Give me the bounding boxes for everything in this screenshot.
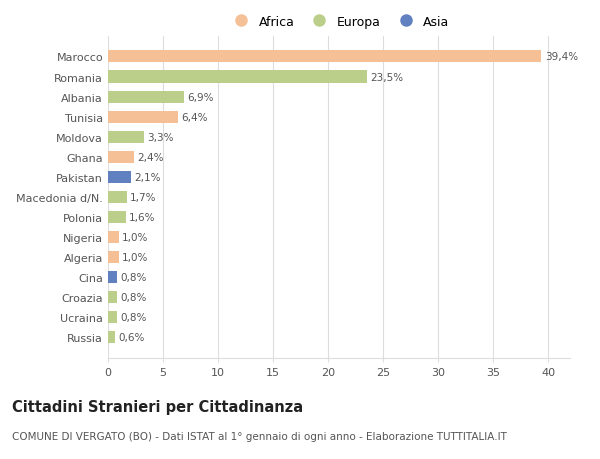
Text: 1,6%: 1,6% <box>129 213 155 222</box>
Text: 6,4%: 6,4% <box>182 112 208 123</box>
Bar <box>108 51 541 63</box>
Text: 0,8%: 0,8% <box>120 272 146 282</box>
Bar <box>108 91 184 103</box>
Text: 0,6%: 0,6% <box>118 332 144 342</box>
Bar <box>108 171 131 183</box>
Bar <box>108 131 145 143</box>
Text: 0,8%: 0,8% <box>120 313 146 322</box>
Text: 2,1%: 2,1% <box>134 173 161 182</box>
Text: 6,9%: 6,9% <box>187 92 214 102</box>
Legend: Africa, Europa, Asia: Africa, Europa, Asia <box>223 11 455 34</box>
Bar <box>108 191 127 203</box>
Bar <box>108 231 119 243</box>
Text: 23,5%: 23,5% <box>370 73 403 82</box>
Bar <box>108 112 178 123</box>
Text: 0,8%: 0,8% <box>120 292 146 302</box>
Bar <box>108 151 134 163</box>
Bar <box>108 271 117 283</box>
Text: 3,3%: 3,3% <box>148 132 174 142</box>
Text: Cittadini Stranieri per Cittadinanza: Cittadini Stranieri per Cittadinanza <box>12 399 303 414</box>
Bar <box>108 311 117 324</box>
Bar <box>108 331 115 343</box>
Text: 39,4%: 39,4% <box>545 52 578 62</box>
Bar <box>108 71 367 84</box>
Text: 1,7%: 1,7% <box>130 192 157 202</box>
Bar <box>108 212 125 224</box>
Text: 1,0%: 1,0% <box>122 232 149 242</box>
Bar <box>108 291 117 303</box>
Text: 1,0%: 1,0% <box>122 252 149 263</box>
Text: 2,4%: 2,4% <box>138 152 164 162</box>
Bar <box>108 252 119 263</box>
Text: COMUNE DI VERGATO (BO) - Dati ISTAT al 1° gennaio di ogni anno - Elaborazione TU: COMUNE DI VERGATO (BO) - Dati ISTAT al 1… <box>12 431 507 442</box>
